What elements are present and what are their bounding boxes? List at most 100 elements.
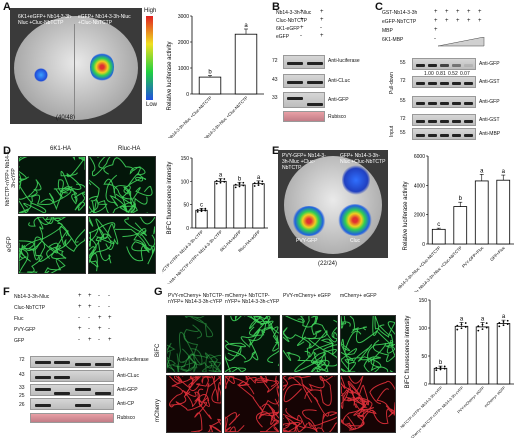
g-ytick-label-0: 0 (424, 382, 427, 388)
col-label-g2: PVY-mCherry+ eGFP (283, 293, 331, 299)
d-dot-2-5 (242, 181, 245, 184)
signal-spot-right (90, 52, 114, 82)
f-row-label-4: GFP (14, 338, 25, 344)
micrograph-g-bifc-0 (166, 315, 222, 373)
micrograph-g-mcherry-0 (166, 375, 222, 433)
d-dot-2-0 (234, 186, 237, 189)
blot-b-label-3: Rubisco (328, 114, 347, 120)
g-ytick-label-3: 150 (419, 298, 428, 304)
panel-letter-b: B (272, 1, 280, 13)
g-dot-3-3 (498, 322, 501, 324)
f-row-label-1: Cluc-NbTCTP (14, 305, 46, 311)
luminescence-image-a: 6K1+eGFP+ Nb14-3-3h-Nluc +Cluc-NbTCTP eG… (10, 8, 142, 124)
b-row-label-2: 6K1-eGFP (276, 26, 300, 32)
marker-c-1: 72 (400, 78, 406, 84)
row-label-d0: NbTCTP-nYFP+ Nb14-3-3h-cYFP (5, 150, 17, 206)
c-mark-0-1: + (445, 9, 449, 15)
f-mark-0-0: + (78, 293, 82, 299)
blot-b-luciferase (283, 55, 325, 69)
d-bar-0 (195, 209, 208, 229)
f-mark-2-1: - (88, 315, 90, 321)
f-mark-0-1: + (88, 293, 92, 299)
a-sig-letter-0: b (208, 70, 212, 76)
c-mark-3-0: - (434, 36, 436, 42)
marker-f-0: 72 (19, 357, 25, 363)
g-dot-0-1 (439, 368, 442, 371)
g-ytick-label-1: 50 (421, 354, 427, 360)
a-ytick-label-1: 1000 (178, 66, 189, 72)
marker-b-0: 72 (272, 58, 278, 64)
count-e: (22/24) (318, 261, 338, 267)
a-ytick-label-3: 3000 (178, 14, 189, 20)
b-mark-1-1: + (320, 17, 324, 23)
g-dot-2-4 (481, 323, 484, 326)
scale-high-label: High (144, 8, 157, 14)
a-ytick-label-2: 2000 (178, 40, 189, 46)
d-dot-2-4 (238, 182, 241, 185)
marker-f-2: 33 (19, 385, 25, 391)
e-ytick-label-0: 0 (422, 242, 425, 248)
f-mark-3-1: - (88, 326, 90, 332)
col-label-g0: PVY-mCherry+ NbTCTP-nYFP+ Nb14-3-3h-cYFP (168, 293, 224, 305)
c-mark-0-2: + (456, 9, 460, 15)
intensity-scale-bar (146, 16, 153, 100)
g-dot-1-5 (464, 322, 467, 324)
e-sig-letter-0: c (437, 222, 440, 228)
blot-b-rubisco (283, 111, 325, 122)
marker-c-3: 72 (400, 116, 406, 122)
f-mark-3-0: + (78, 326, 82, 332)
ylabel-d: BiFC fluorescence intensity (167, 162, 173, 235)
e-bar-2 (474, 180, 489, 245)
blot-c-label-1: Anti-GST (479, 79, 500, 85)
ylabel-a: Relative luciferase activity (167, 41, 173, 110)
blot-c-1 (412, 76, 476, 88)
f-mark-4-0: - (78, 337, 80, 343)
d-sig-letter-0: c (200, 202, 203, 208)
micrograph-d-11 (88, 216, 156, 274)
b-row-label-3: eGFP (276, 34, 290, 40)
ratio-c-3: 0.07 (460, 71, 470, 77)
c-row-label-3: 6K1-MBP (382, 37, 404, 43)
d-dot-1-4 (219, 179, 222, 181)
g-dot-0-2 (443, 367, 446, 370)
c-mark-0-4: + (478, 9, 482, 15)
d-dot-2-2 (242, 184, 245, 187)
g-sig-letter-3: a (502, 314, 506, 320)
leaf-label-a1: 6K1+eGFP+ Nb14-3-3h-Nluc +Cluc-NbTCTP (18, 14, 73, 26)
d-dot-1-0 (215, 182, 218, 185)
blot-c-label-0: Anti-GFP (479, 61, 500, 67)
micrograph-d-10 (18, 216, 86, 274)
g-dot-0-0 (435, 369, 438, 372)
blot-c-label-3: Anti-GST (479, 117, 500, 123)
d-sig-letter-2: b (238, 176, 242, 182)
blot-f-gfp (30, 384, 114, 396)
g-sig-letter-2: a (481, 316, 485, 322)
f-mark-0-3: - (108, 293, 110, 299)
g-bar-3 (496, 323, 511, 385)
row-label-g1: mCherry (155, 398, 161, 422)
d-dot-0-5 (204, 207, 207, 210)
c-mark-1-4: + (478, 18, 482, 24)
g-bar-1 (454, 325, 469, 385)
d-dot-1-5 (223, 178, 226, 180)
d-ytick-label-3: 150 (181, 156, 190, 162)
blot-b-gfp (283, 92, 325, 108)
b-mark-3-0: - (300, 33, 302, 39)
blot-c-2 (412, 96, 476, 108)
a-category-1: eGFP+ Nb14-3-3h-Nluc +Cluc-NbTCTP (193, 95, 249, 138)
d-dot-0-1 (200, 210, 203, 213)
blot-c-0 (412, 58, 476, 70)
c-mark-1-2: + (456, 18, 460, 24)
f-row-label-2: Fluc (14, 316, 24, 322)
marker-f-4: 26 (19, 402, 25, 408)
e-sig-letter-2: a (480, 168, 484, 174)
marker-c-0: 55 (400, 60, 406, 66)
b-mark-2-0: + (300, 25, 304, 31)
b-mark-1-0: + (300, 17, 304, 23)
g-dot-1-3 (456, 324, 459, 327)
blot-f-cluc (30, 370, 114, 382)
g-dot-3-4 (502, 320, 505, 323)
d-ytick-label-2: 100 (181, 179, 190, 185)
f-mark-1-1: + (88, 304, 92, 310)
d-bar-1 (214, 180, 227, 229)
